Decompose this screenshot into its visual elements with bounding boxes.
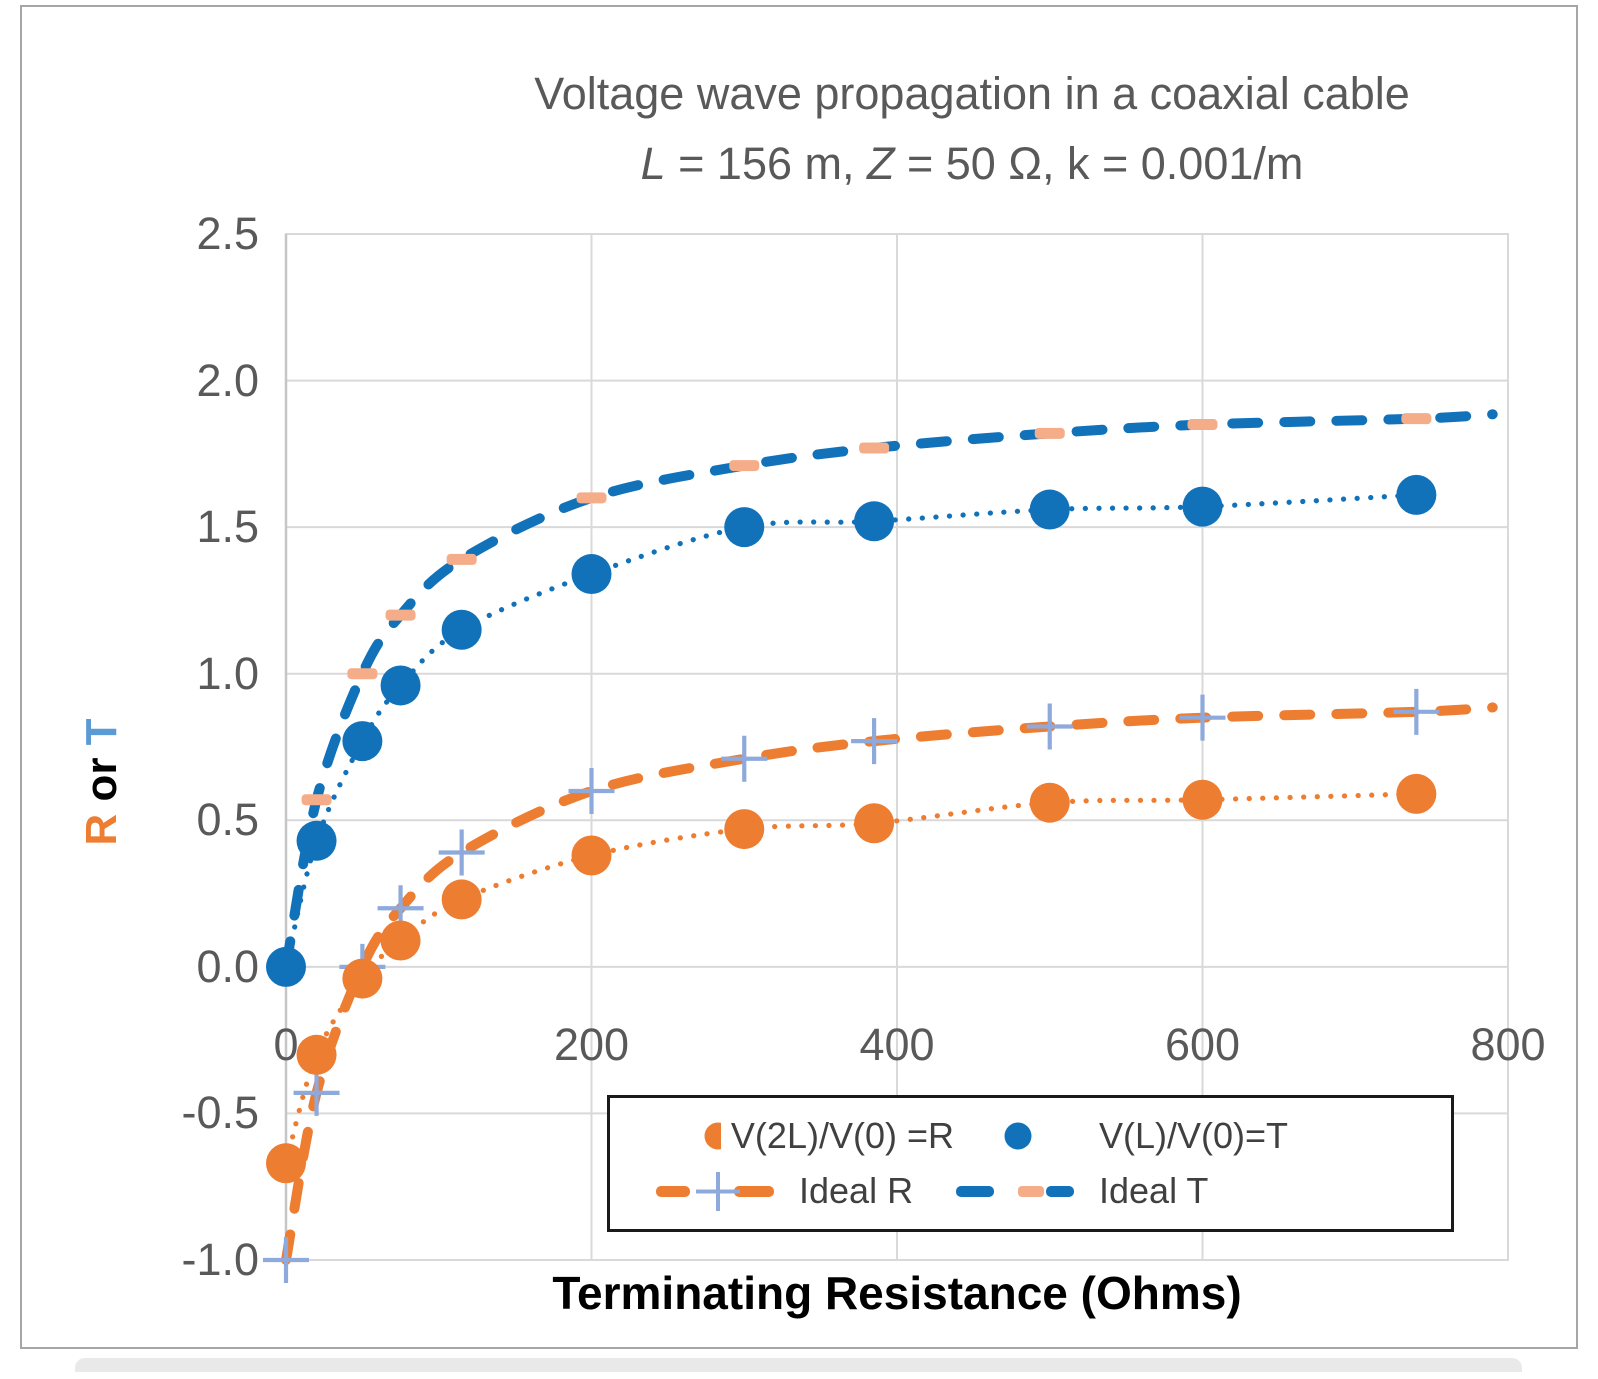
- data-point: [1396, 773, 1437, 814]
- data-point: [1182, 486, 1223, 527]
- data-point: [1182, 779, 1223, 820]
- data-point: [724, 809, 765, 850]
- data-point: [380, 920, 421, 961]
- chart-subtitle-part: = 50 Ω, k = 0.001/m: [894, 138, 1304, 189]
- y-tick-label: 1.5: [196, 501, 259, 553]
- dash-marker: [347, 668, 378, 680]
- y-tick-label: -1.0: [181, 1234, 259, 1285]
- data-point: [441, 879, 482, 920]
- legend-entry[interactable]: V(L)/V(0)=T: [954, 1115, 1451, 1157]
- series-1: [266, 773, 1437, 1184]
- data-point: [266, 1143, 306, 1184]
- x-tick-label: 600: [1164, 1019, 1241, 1070]
- legend-label: Ideal T: [1099, 1170, 1209, 1211]
- legend-row: V(2L)/V(0) =R V(L)/V(0)=T: [654, 1115, 1451, 1157]
- chart-subtitle-part: = 156 m,: [665, 138, 867, 189]
- x-tick-label: 0: [273, 1019, 299, 1070]
- dash-marker: [385, 609, 416, 621]
- data-point: [571, 554, 612, 595]
- y-tick-label: 2.0: [196, 354, 259, 406]
- legend-label: V(2L)/V(0) =R: [730, 1115, 954, 1156]
- chart-subtitle-part: L: [640, 138, 666, 189]
- chart-title: Voltage wave propagation in a coaxial ca…: [534, 68, 1410, 119]
- data-point: [380, 665, 421, 706]
- data-point: [1396, 474, 1437, 515]
- series-2: [266, 474, 1437, 987]
- chart-subtitle-part: Z: [867, 138, 895, 189]
- y-tick-label: -0.5: [181, 1087, 259, 1139]
- dash-marker: [1401, 413, 1432, 425]
- window-edge-bar: [75, 1358, 1522, 1372]
- data-point: [571, 835, 612, 876]
- legend-entry[interactable]: Ideal T: [954, 1170, 1451, 1212]
- data-point: [266, 946, 306, 987]
- data-point: [342, 721, 383, 762]
- legend-label: Ideal R: [799, 1170, 914, 1211]
- legend-entry[interactable]: Ideal R: [654, 1170, 954, 1212]
- dotted-connector: [283, 492, 1419, 970]
- dash-marker: [301, 794, 332, 806]
- y-tick-label: 0.0: [196, 940, 259, 992]
- data-point: [342, 958, 383, 999]
- legend-entry[interactable]: V(2L)/V(0) =R: [654, 1115, 954, 1157]
- legend-label: V(L)/V(0)=T: [1099, 1115, 1289, 1156]
- data-point: [296, 820, 337, 861]
- y-axis-title-part: T: [77, 718, 126, 746]
- x-axis-title: Terminating Resistance (Ohms): [552, 1267, 1242, 1319]
- data-point: [1029, 782, 1070, 823]
- data-point: [854, 501, 895, 542]
- x-tick-label: 200: [553, 1019, 630, 1070]
- dash-marker: [729, 460, 760, 472]
- x-tick-label: 400: [859, 1019, 935, 1070]
- y-tick-label: 0.5: [196, 794, 259, 846]
- plot-area: [263, 233, 1509, 1283]
- dash-marker: [576, 492, 607, 504]
- data-point: [854, 803, 895, 844]
- legend-marker-icon: [1004, 1122, 1032, 1150]
- legend-marker-icon: [956, 1186, 1074, 1197]
- dash-marker: [859, 442, 890, 454]
- x-tick-label: 800: [1470, 1019, 1546, 1070]
- chart-subtitle: L = 156 m, Z = 50 Ω, k = 0.001/m: [324, 135, 1598, 193]
- legend-row: Ideal R Ideal T: [654, 1170, 1451, 1212]
- legend-marker-icon: [656, 1172, 774, 1211]
- data-point: [1029, 489, 1070, 530]
- data-point: [441, 609, 482, 650]
- y-tick-label: 2.5: [196, 208, 259, 259]
- legend-marker-icon: [704, 1122, 721, 1150]
- legend[interactable]: V(2L)/V(0) =R V(L)/V(0)=T Ideal R Ideal T: [607, 1095, 1454, 1232]
- data-point: [296, 1034, 337, 1075]
- ideal-curve: [281, 409, 1498, 972]
- dash-marker: [446, 553, 477, 565]
- dash-marker: [1187, 419, 1218, 431]
- y-tick-label: 1.0: [196, 647, 259, 699]
- data-point: [724, 507, 765, 548]
- chart-area[interactable]: Voltage wave propagation in a coaxial ca…: [20, 5, 1578, 1349]
- dash-marker: [1034, 427, 1065, 439]
